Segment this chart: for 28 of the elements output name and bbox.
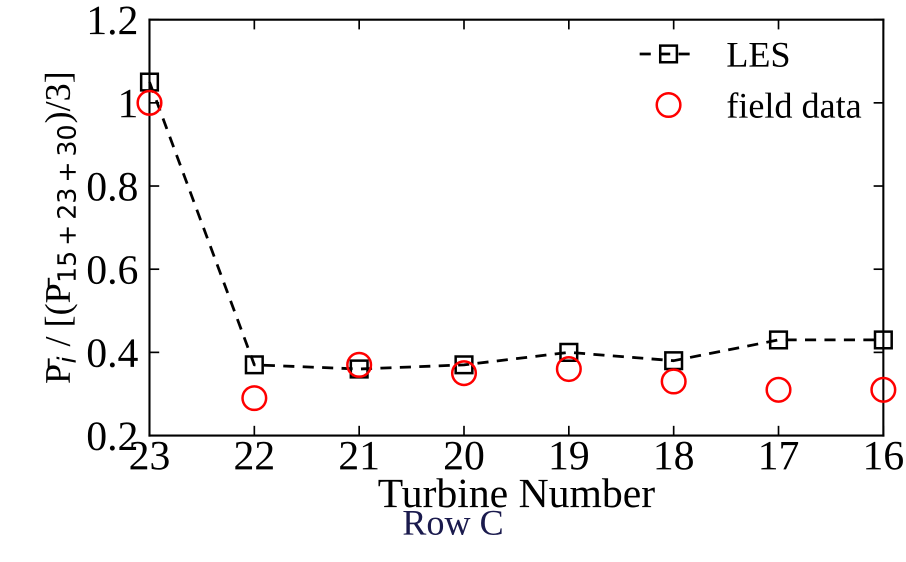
text: Row C	[403, 510, 502, 535]
y-tick-label: 1.2	[90, 6, 136, 35]
point	[870, 376, 896, 403]
y-tick-label: 1	[121, 90, 136, 118]
point	[556, 356, 582, 382]
point	[346, 352, 372, 378]
x-tick-label: 17	[761, 442, 798, 470]
x-tick-label: 22	[235, 442, 273, 470]
point	[874, 330, 893, 350]
y-axis-title: P̄$_{i}$ / [(P̄$_{15+23+30}$)/3]	[44, 74, 78, 383]
y-tick-label: 0.8	[88, 172, 137, 202]
x-tick-label: 20	[445, 442, 484, 470]
x-tick-label: 16	[866, 442, 903, 470]
x-tick-label: 18	[656, 442, 693, 470]
point	[450, 360, 478, 386]
point	[244, 355, 264, 374]
x-axis-title: Turbine Number	[378, 478, 655, 508]
point	[765, 376, 792, 403]
legend-label: field data	[727, 92, 862, 118]
point	[660, 368, 687, 395]
point	[241, 385, 268, 412]
y-tick-label: 0.4	[88, 339, 138, 368]
y-tick-label: 0.6	[88, 256, 138, 284]
point	[768, 330, 788, 350]
x-tick-label: 21	[340, 442, 378, 470]
legend-label: LES	[727, 42, 788, 67]
x-tick-label: 19	[552, 442, 588, 470]
point	[136, 90, 163, 116]
